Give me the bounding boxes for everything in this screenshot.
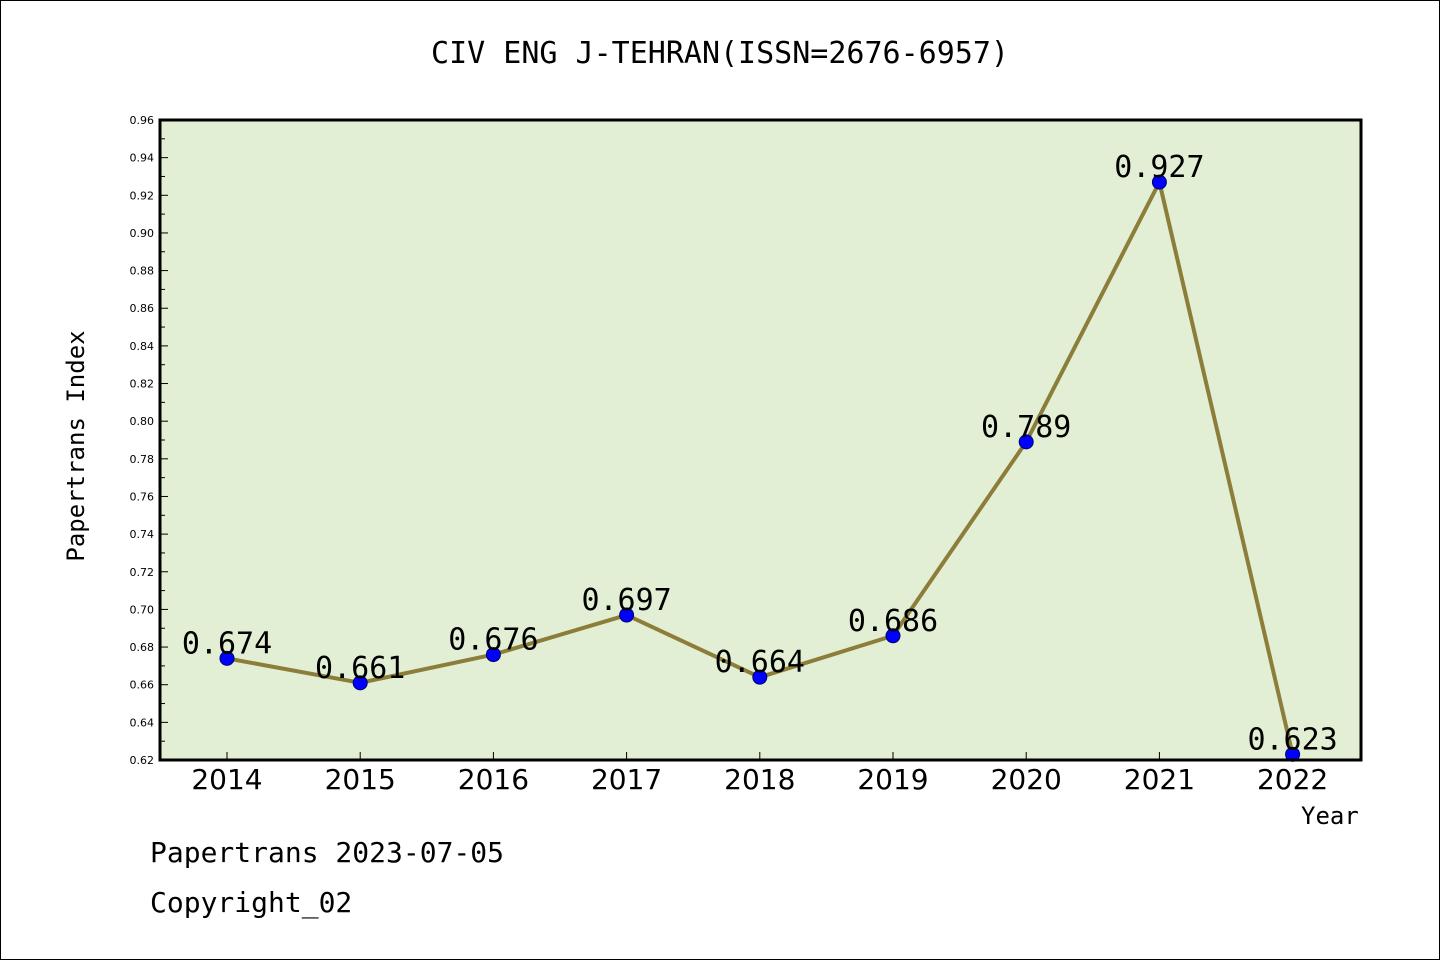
data-point [485,647,501,663]
plot-area [160,120,1361,760]
data-point [219,650,235,666]
y-tick-label: 0.64 [130,716,155,729]
x-tick-label: 2018 [724,763,795,796]
data-point [885,628,901,644]
x-tick-label: 2021 [1124,763,1195,796]
y-tick-label: 0.72 [130,566,155,579]
y-tick-label: 0.74 [130,528,155,541]
y-tick-label: 0.82 [130,378,155,391]
footer-date: Papertrans 2023-07-05 [150,836,505,869]
chart-title: CIV ENG J-TEHRAN(ISSN=2676-6957) [431,36,1009,71]
x-axis-label: Year [1301,802,1359,830]
data-point [1018,434,1034,450]
data-point [619,607,635,623]
plot-border [158,118,1363,762]
data-label: 0.697 [581,583,671,618]
data-label: 0.664 [715,645,805,680]
y-tick-label: 0.76 [130,490,155,503]
y-tick-label: 0.66 [130,679,155,692]
x-tick-label: 2017 [591,763,662,796]
y-tick-label: 0.84 [130,340,155,353]
data-label: 0.789 [981,410,1071,445]
data-label: 0.927 [1114,150,1204,185]
data-label: 0.661 [315,651,405,686]
y-tick-label: 0.78 [130,453,155,466]
y-tick-label: 0.68 [130,641,155,654]
y-tick-label: 0.90 [130,227,155,240]
x-tick-label: 2015 [325,763,396,796]
data-point [1151,174,1167,190]
y-tick-label: 0.70 [130,603,155,616]
y-tick-label: 0.86 [130,302,155,315]
data-point [352,675,368,691]
footer-copyright: Copyright_02 [150,886,353,919]
data-label: 0.623 [1247,722,1337,757]
data-label: 0.676 [448,623,538,658]
data-point [752,669,768,685]
x-tick-label: 2019 [857,763,928,796]
y-tick-label: 0.96 [130,114,155,127]
data-label: 0.686 [848,604,938,639]
x-tick-label: 2022 [1257,763,1328,796]
y-tick-label: 0.80 [130,415,155,428]
y-tick-label: 0.94 [130,152,155,165]
data-label: 0.674 [182,626,272,661]
y-tick-label: 0.62 [130,754,155,767]
x-tick-label: 2014 [191,763,262,796]
x-tick-label: 2016 [458,763,529,796]
x-tick-label: 2020 [991,763,1062,796]
y-tick-label: 0.88 [130,265,155,278]
y-tick-label: 0.92 [130,189,155,202]
